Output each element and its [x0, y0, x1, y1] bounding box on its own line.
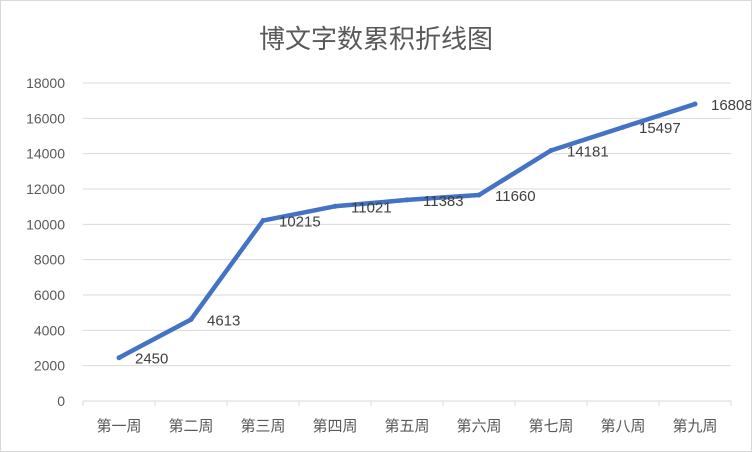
x-tick-label: 第五周	[384, 417, 429, 435]
series-line	[116, 101, 698, 360]
data-label: 14181	[567, 143, 609, 160]
x-tick-label: 第四周	[312, 417, 357, 435]
y-tick-label: 8000	[34, 252, 65, 268]
chart-title: 博文字数累积折线图	[258, 25, 493, 55]
data-label: 11383	[423, 193, 464, 210]
x-tick-label: 第八周	[600, 417, 645, 435]
data-point	[116, 355, 122, 361]
y-tick-label: 6000	[34, 287, 65, 303]
data-label: 16808	[711, 97, 751, 114]
data-point	[404, 197, 410, 203]
y-tick-label: 16000	[26, 110, 65, 126]
data-label: 2450	[135, 351, 168, 368]
x-tick-label: 第三周	[240, 417, 285, 435]
data-label: 11660	[495, 188, 536, 205]
data-label: 4613	[207, 313, 240, 330]
x-tick-label: 第一周	[96, 417, 141, 435]
y-tick-label: 0	[57, 393, 65, 409]
data-point	[188, 317, 194, 323]
data-point	[260, 218, 266, 224]
y-tick-label: 12000	[26, 181, 65, 197]
data-point	[476, 192, 482, 198]
y-tick-label: 14000	[26, 146, 65, 162]
y-tick-label: 18000	[26, 75, 65, 91]
x-tick-label: 第七周	[528, 417, 573, 435]
data-point	[548, 147, 554, 153]
data-label: 11021	[351, 199, 392, 216]
data-label: 15497	[639, 120, 681, 137]
data-label: 10215	[279, 214, 321, 231]
y-tick-label: 2000	[34, 358, 65, 374]
y-tick-label: 4000	[34, 322, 65, 338]
x-tick-label: 第二周	[168, 417, 213, 435]
x-tick-label: 第六周	[456, 417, 501, 435]
data-point	[332, 203, 338, 209]
data-point	[692, 101, 698, 107]
x-tick-label: 第九周	[672, 417, 717, 435]
y-tick-label: 10000	[26, 216, 65, 232]
data-point	[620, 124, 626, 130]
